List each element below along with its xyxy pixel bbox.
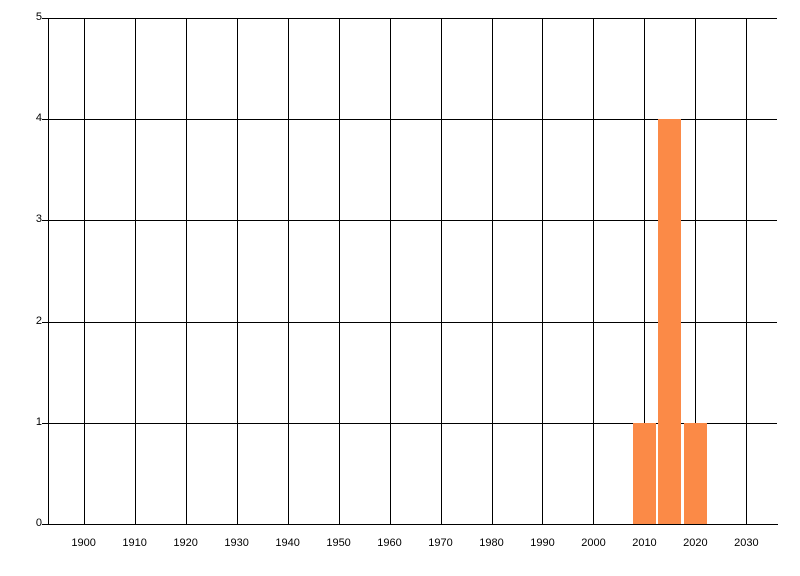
bar[interactable] [658,119,682,524]
gridline-vertical [440,18,442,524]
y-axis-tick-label: 1 [35,415,42,428]
y-axis-tick-label: 0 [35,517,42,529]
y-axis-line [48,18,49,525]
y-axis-tick-mark [42,119,48,121]
x-axis-tick-label: 1960 [377,537,402,549]
y-axis-tick-mark [42,220,48,222]
y-axis-tick-label: 5 [35,11,42,23]
gridline-vertical [338,18,340,524]
gridline-vertical [287,18,289,524]
gridline-vertical [593,18,595,524]
plot-area [48,18,777,525]
y-axis-tick-mark [42,422,48,424]
gridline-horizontal [48,422,777,424]
x-axis-line [48,524,778,525]
gridline-vertical [746,18,748,524]
x-axis-tick-label: 1950 [326,537,351,549]
x-axis-tick-label: 2020 [683,537,708,549]
bar[interactable] [632,422,656,524]
gridline-vertical [491,18,493,524]
bar[interactable] [683,422,707,524]
x-axis-tick-label: 2010 [632,537,657,549]
gridline-vertical [695,18,697,524]
gridline-horizontal [48,321,777,323]
y-axis-tick-mark [42,524,48,525]
y-axis-tick-label: 4 [35,112,42,125]
x-axis-tick-label: 1940 [275,537,300,549]
gridline-horizontal [48,18,777,19]
gridline-vertical [644,18,646,524]
y-axis-tick-label: 3 [35,213,42,226]
gridline-horizontal [48,220,777,222]
y-axis-tick-mark [42,18,48,19]
gridline-vertical [83,18,85,524]
gridline-vertical [134,18,136,524]
gridline-horizontal [48,119,777,121]
x-axis-tick-label: 1970 [428,537,453,549]
x-axis-tick-label: 1920 [173,537,198,549]
x-axis-tick-label: 1910 [122,537,147,549]
x-axis-tick-label: 2000 [581,537,606,549]
gridline-vertical [542,18,544,524]
x-axis-tick-label: 1980 [479,537,504,549]
gridline-vertical [185,18,187,524]
gridline-vertical [389,18,391,524]
x-axis-tick-label: 1990 [530,537,555,549]
x-axis-tick-label: 2030 [734,537,759,549]
gridline-vertical [236,18,238,524]
y-axis-tick-label: 2 [35,314,42,327]
x-axis-tick-label: 1930 [224,537,249,549]
y-axis-tick-mark [42,321,48,323]
x-axis-tick-label: 1900 [71,537,96,549]
